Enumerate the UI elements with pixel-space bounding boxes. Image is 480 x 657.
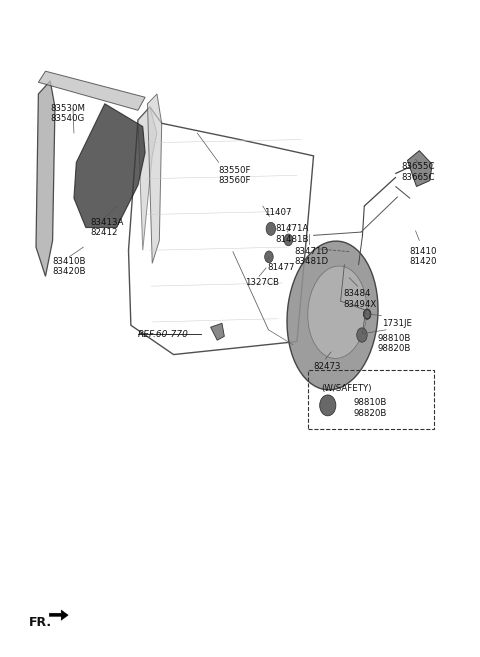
Text: 83550F
83560F: 83550F 83560F xyxy=(219,166,251,185)
Text: 83410B
83420B: 83410B 83420B xyxy=(53,257,86,276)
Text: 82473: 82473 xyxy=(313,363,341,371)
Text: 98810B
98820B: 98810B 98820B xyxy=(354,398,387,418)
Text: 1731JE: 1731JE xyxy=(383,319,412,328)
Text: (W/SAFETY): (W/SAFETY) xyxy=(322,384,372,393)
Text: 83413A
82412: 83413A 82412 xyxy=(91,217,124,237)
Text: 98810B
98820B: 98810B 98820B xyxy=(378,334,411,353)
Text: 83471D
83481D: 83471D 83481D xyxy=(295,247,329,267)
Ellipse shape xyxy=(284,234,293,246)
Text: 81477: 81477 xyxy=(267,263,295,273)
Text: 83655C
83665C: 83655C 83665C xyxy=(401,162,435,182)
Polygon shape xyxy=(138,107,157,250)
Text: 83530M
83540G: 83530M 83540G xyxy=(50,104,85,123)
Ellipse shape xyxy=(357,328,367,342)
Ellipse shape xyxy=(363,309,371,319)
Polygon shape xyxy=(49,610,68,620)
Polygon shape xyxy=(36,81,55,277)
Text: REF.60-770: REF.60-770 xyxy=(138,330,189,340)
Ellipse shape xyxy=(266,222,276,235)
Polygon shape xyxy=(38,71,145,110)
Ellipse shape xyxy=(308,266,367,359)
Text: 11407: 11407 xyxy=(264,208,291,217)
Text: 83484
83494X: 83484 83494X xyxy=(343,290,377,309)
Text: FR.: FR. xyxy=(29,616,52,629)
Polygon shape xyxy=(408,150,432,187)
Text: 1327CB: 1327CB xyxy=(245,278,279,286)
Polygon shape xyxy=(147,94,162,263)
Polygon shape xyxy=(74,104,145,227)
Ellipse shape xyxy=(264,251,273,263)
Polygon shape xyxy=(211,323,224,340)
Ellipse shape xyxy=(320,395,336,416)
Text: 81471A
81481B: 81471A 81481B xyxy=(276,224,309,244)
Ellipse shape xyxy=(287,241,378,390)
Text: 81410
81420: 81410 81420 xyxy=(410,247,437,267)
